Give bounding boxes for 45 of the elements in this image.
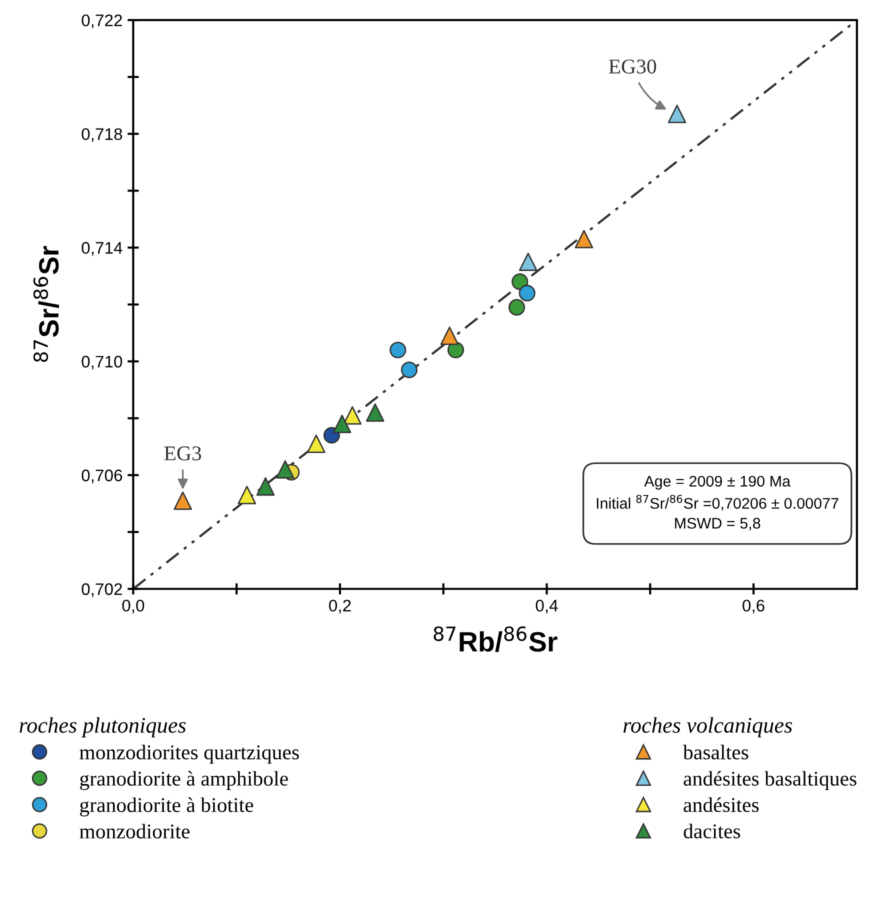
point: [366, 403, 384, 422]
point: [323, 427, 340, 444]
y-tick-label: 0,706: [82, 470, 122, 484]
annotation: Age = 2009 ± 190 Ma: [644, 476, 791, 490]
point: [508, 299, 526, 316]
y-tick-label: 0,702: [82, 583, 122, 598]
y-tick-label: 0,718: [82, 128, 122, 142]
legend-label: granodiorite à biotite: [80, 797, 254, 816]
point: [518, 252, 538, 272]
annotation: EG3: [164, 446, 202, 460]
point: [668, 104, 686, 124]
point: [256, 477, 275, 496]
x-tick-label: 0,2: [329, 600, 351, 614]
x-axis-title: $^{87}$Rb/$^{86}$Sr: [434, 626, 558, 652]
point: [174, 492, 192, 510]
legend-label: andésites basaltiques: [684, 771, 856, 790]
point: [343, 406, 362, 425]
point: [400, 362, 418, 378]
y-tick-label: 0,714: [82, 242, 122, 256]
point: [390, 342, 406, 358]
legend-label: basaltes: [683, 744, 748, 760]
legend-label: dacites: [684, 824, 740, 838]
y-tick-label: 0,710: [82, 356, 122, 370]
point: [276, 460, 294, 479]
legend-label: monzodiorite: [80, 824, 190, 838]
point: [518, 284, 536, 302]
annotation: MSWD = 5,8: [675, 518, 760, 530]
point: [512, 273, 528, 290]
text: roches plutoniques: [20, 717, 186, 738]
legend-label: andésites: [684, 797, 759, 812]
legend-label: monzodiorites quartziques: [80, 744, 299, 764]
point: [332, 414, 352, 434]
legend-label: granodiorite à amphibole: [80, 771, 288, 790]
point: [306, 434, 326, 454]
x-tick-label: 0,6: [742, 600, 764, 614]
annotation: Initial $^{87}$Sr/$^{86}$Sr =0,70206 ± 0.00077: [596, 494, 838, 511]
point: [574, 230, 594, 248]
annotation: EG30: [608, 60, 656, 74]
x-tick-label: 0,4: [536, 600, 558, 614]
y-axis-title: $^{87}$Sr/$^{86}$Sr: [33, 246, 59, 362]
point: [440, 326, 459, 345]
point: [238, 486, 256, 504]
y-tick-label: 0,722: [82, 14, 122, 28]
text: roches volcaniques: [623, 717, 792, 738]
x-tick-label: 0,0: [122, 600, 144, 614]
